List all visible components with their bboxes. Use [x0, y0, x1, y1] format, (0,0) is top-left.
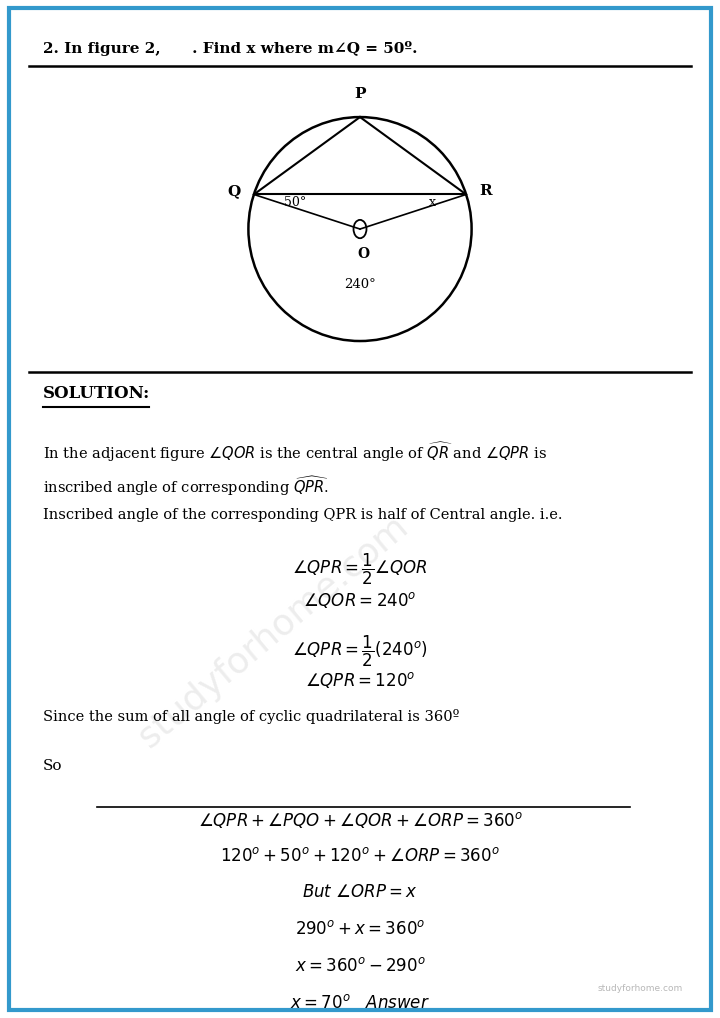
- Text: $\angle QOR = 240^o$: $\angle QOR = 240^o$: [303, 590, 417, 611]
- Text: $x = 70^o\quad Answer$: $x = 70^o\quad Answer$: [290, 994, 430, 1012]
- Text: 2. In figure 2,      . Find x where m∠Q = 50º.: 2. In figure 2, . Find x where m∠Q = 50º…: [43, 42, 418, 56]
- Text: studyforhome.com: studyforhome.com: [598, 983, 683, 993]
- Text: R: R: [479, 184, 492, 199]
- Text: Since the sum of all angle of cyclic quadrilateral is 360º: Since the sum of all angle of cyclic qua…: [43, 709, 459, 724]
- Text: 50°: 50°: [284, 196, 306, 209]
- Text: 240°: 240°: [344, 278, 376, 291]
- Text: $But\ \angle ORP = x$: $But\ \angle ORP = x$: [302, 884, 418, 901]
- Text: $290^o + x = 360^o$: $290^o + x = 360^o$: [294, 920, 426, 939]
- Text: $120^o + 50^o + 120^o + \angle ORP = 360^o$: $120^o + 50^o + 120^o + \angle ORP = 360…: [220, 847, 500, 865]
- Text: studyforhome.com: studyforhome.com: [132, 509, 415, 753]
- Text: x: x: [429, 196, 436, 209]
- Text: $\angle QPR = 120^o$: $\angle QPR = 120^o$: [305, 670, 415, 690]
- Text: $x = 360^o - 290^o$: $x = 360^o - 290^o$: [294, 957, 426, 975]
- Text: O: O: [358, 247, 369, 262]
- Text: $\angle QPR = \dfrac{1}{2}(240^o)$: $\angle QPR = \dfrac{1}{2}(240^o)$: [292, 634, 428, 670]
- Text: Inscribed angle of the corresponding QPR is half of Central angle. i.e.: Inscribed angle of the corresponding QPR…: [43, 508, 563, 522]
- Text: inscribed angle of corresponding $\widehat{QPR}$.: inscribed angle of corresponding $\wideh…: [43, 474, 329, 499]
- Text: In the adjacent figure $\angle QOR$ is the central angle of $\widehat{QR}$ and $: In the adjacent figure $\angle QOR$ is t…: [43, 441, 547, 464]
- Text: $\angle QPR + \angle PQO + \angle QOR + \angle ORP = 360^o$: $\angle QPR + \angle PQO + \angle QOR + …: [197, 810, 523, 831]
- Text: P: P: [354, 87, 366, 101]
- Text: SOLUTION:: SOLUTION:: [43, 385, 150, 402]
- Text: Q: Q: [228, 184, 241, 199]
- Text: $\angle QPR = \dfrac{1}{2}\angle QOR$: $\angle QPR = \dfrac{1}{2}\angle QOR$: [292, 552, 428, 587]
- Text: So: So: [43, 759, 63, 774]
